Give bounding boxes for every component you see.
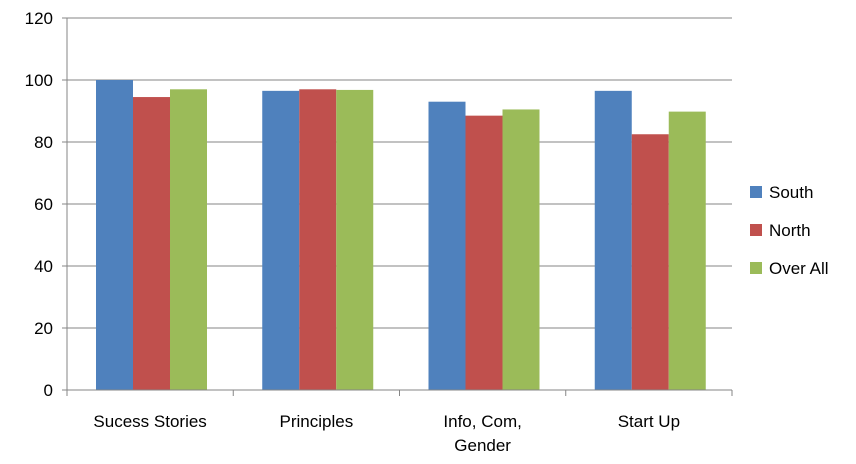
bar-north — [631, 134, 669, 390]
category-label: Sucess Stories — [93, 412, 206, 431]
bar-over-all — [668, 111, 706, 391]
bar-north — [299, 89, 337, 391]
y-tick-label: 20 — [34, 319, 53, 338]
bar-south — [96, 80, 133, 390]
x-axis-ticks — [66, 390, 733, 396]
bar-south — [428, 101, 466, 390]
legend-label: Over All — [769, 259, 829, 278]
category-label: Principles — [280, 412, 354, 431]
legend-swatch — [750, 262, 762, 274]
legend-swatch — [750, 186, 762, 198]
y-tick-label: 80 — [34, 133, 53, 152]
legend-label: South — [769, 183, 813, 202]
y-tick-label: 0 — [44, 381, 53, 400]
bar-over-all — [170, 89, 207, 391]
y-tick-label: 100 — [25, 71, 53, 90]
bars — [96, 80, 706, 391]
category-labels: Sucess Stories Principles Info, Com, Gender… — [93, 412, 680, 455]
bar-north — [133, 97, 170, 391]
bar-over-all — [336, 89, 374, 391]
y-tick-label: 60 — [34, 195, 53, 214]
category-label: Info, Com, Gender — [443, 412, 521, 455]
category-label: Start Up — [618, 412, 680, 431]
bar-over-all — [502, 109, 540, 390]
legend-label: North — [769, 221, 811, 240]
y-tick-label: 120 — [25, 9, 53, 28]
legend: South North Over All — [750, 183, 829, 278]
y-tick-label: 40 — [34, 257, 53, 276]
bar-south — [594, 90, 632, 390]
legend-swatch — [750, 224, 762, 236]
bar-south — [262, 90, 300, 390]
y-axis-ticks: 0 20 40 60 80 100 120 — [25, 9, 67, 400]
bar-north — [465, 115, 503, 391]
